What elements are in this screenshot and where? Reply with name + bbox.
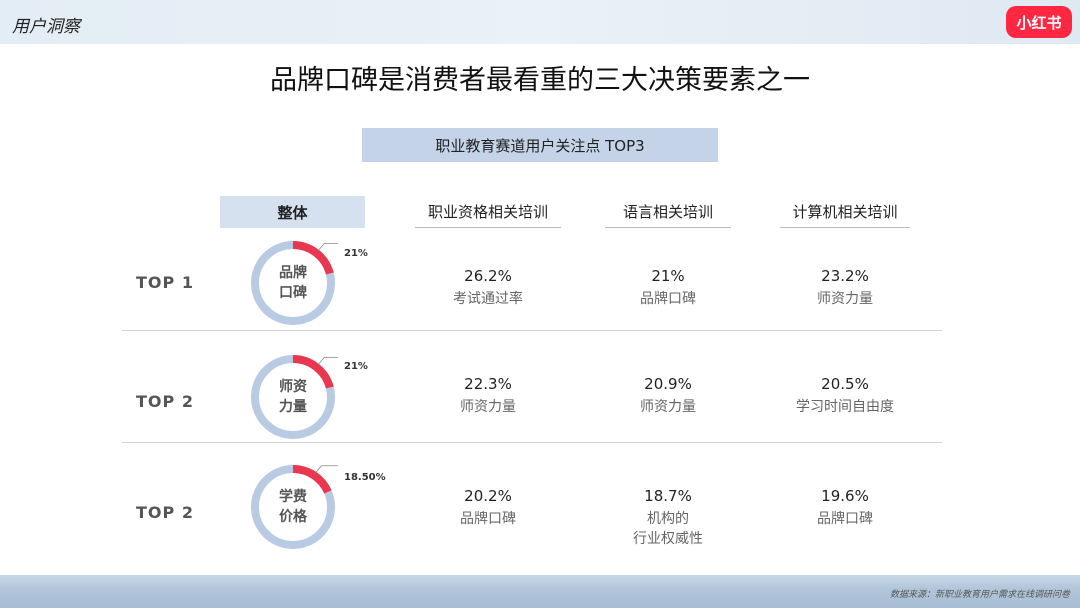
donut-chart <box>251 355 338 439</box>
cell-label: 学习时间自由度 <box>796 399 894 415</box>
section-label: 用户洞察 <box>12 17 80 37</box>
rank-label: TOP 1 <box>136 273 194 292</box>
row-divider <box>122 442 942 443</box>
cell-value: 20.5% <box>821 375 869 393</box>
cell-value: 23.2% <box>821 267 869 285</box>
donut-label-line2: 力量 <box>279 399 307 415</box>
donut-chart <box>251 241 338 325</box>
page-title: 品牌口碑是消费者最看重的三大决策要素之一 <box>270 65 810 96</box>
column-header-vocational-cert: 职业资格相关培训 <box>415 196 561 228</box>
donut-label-line2: 价格 <box>279 509 307 525</box>
donut-label-line2: 口碑 <box>279 285 307 301</box>
cell-language: 21% 品牌口碑 <box>588 266 748 309</box>
cell-label: 品牌口碑 <box>817 511 873 527</box>
cell-value: 19.6% <box>821 487 869 505</box>
donut-label: 品牌 口碑 <box>248 263 338 303</box>
cell-computer: 20.5% 学习时间自由度 <box>765 374 925 417</box>
cell-label: 师资力量 <box>640 399 696 415</box>
rank-label: TOP 2 <box>136 392 194 411</box>
leader-line <box>317 243 338 251</box>
cell-value: 22.3% <box>464 375 512 393</box>
cell-label: 品牌口碑 <box>640 291 696 307</box>
donut-label-line1: 品牌 <box>279 265 307 281</box>
cell-label: 师资力量 <box>817 291 873 307</box>
bottom-banner <box>0 575 1080 608</box>
donut-label: 学费 价格 <box>248 487 338 527</box>
column-header-overall: 整体 <box>220 196 365 228</box>
cell-label: 机构的 <box>647 511 689 527</box>
brand-logo: 小红书 <box>1006 6 1072 38</box>
cell-value: 20.9% <box>644 375 692 393</box>
donut-segment <box>292 465 332 494</box>
cell-value: 18.7% <box>644 487 692 505</box>
rank-label: TOP 2 <box>136 503 194 522</box>
cell-vocational-cert: 22.3% 师资力量 <box>408 374 568 417</box>
cell-value: 26.2% <box>464 267 512 285</box>
leader-line <box>315 465 338 473</box>
cell-label: 师资力量 <box>460 399 516 415</box>
donut-segment <box>292 241 334 275</box>
cell-label: 考试通过率 <box>453 291 523 307</box>
donut-label: 师资 力量 <box>248 377 338 417</box>
overall-percent: 21% <box>344 361 368 372</box>
donut-label-line1: 师资 <box>279 379 307 395</box>
cell-computer: 23.2% 师资力量 <box>765 266 925 309</box>
overall-percent: 21% <box>344 248 368 259</box>
subtitle-banner: 职业教育赛道用户关注点 TOP3 <box>362 128 718 162</box>
column-header-computer: 计算机相关培训 <box>780 196 910 228</box>
cell-label-line2: 行业权威性 <box>633 531 703 547</box>
donut-segment <box>292 355 334 389</box>
row-divider <box>122 330 942 331</box>
top-banner <box>0 0 1080 44</box>
cell-value: 20.2% <box>464 487 512 505</box>
source-note: 数据来源：新职业教育用户需求在线调研问卷 <box>889 590 1070 600</box>
overall-percent: 18.50% <box>344 472 386 483</box>
cell-vocational-cert: 20.2% 品牌口碑 <box>408 486 568 529</box>
cell-label: 品牌口碑 <box>460 511 516 527</box>
cell-vocational-cert: 26.2% 考试通过率 <box>408 266 568 309</box>
cell-value: 21% <box>651 267 685 285</box>
cell-computer: 19.6% 品牌口碑 <box>765 486 925 529</box>
cell-language: 20.9% 师资力量 <box>588 374 748 417</box>
donut-label-line1: 学费 <box>279 489 307 505</box>
column-header-language: 语言相关培训 <box>605 196 731 228</box>
leader-line <box>317 357 338 365</box>
donut-chart <box>251 465 338 549</box>
cell-language: 18.7% 机构的 行业权威性 <box>588 486 748 549</box>
